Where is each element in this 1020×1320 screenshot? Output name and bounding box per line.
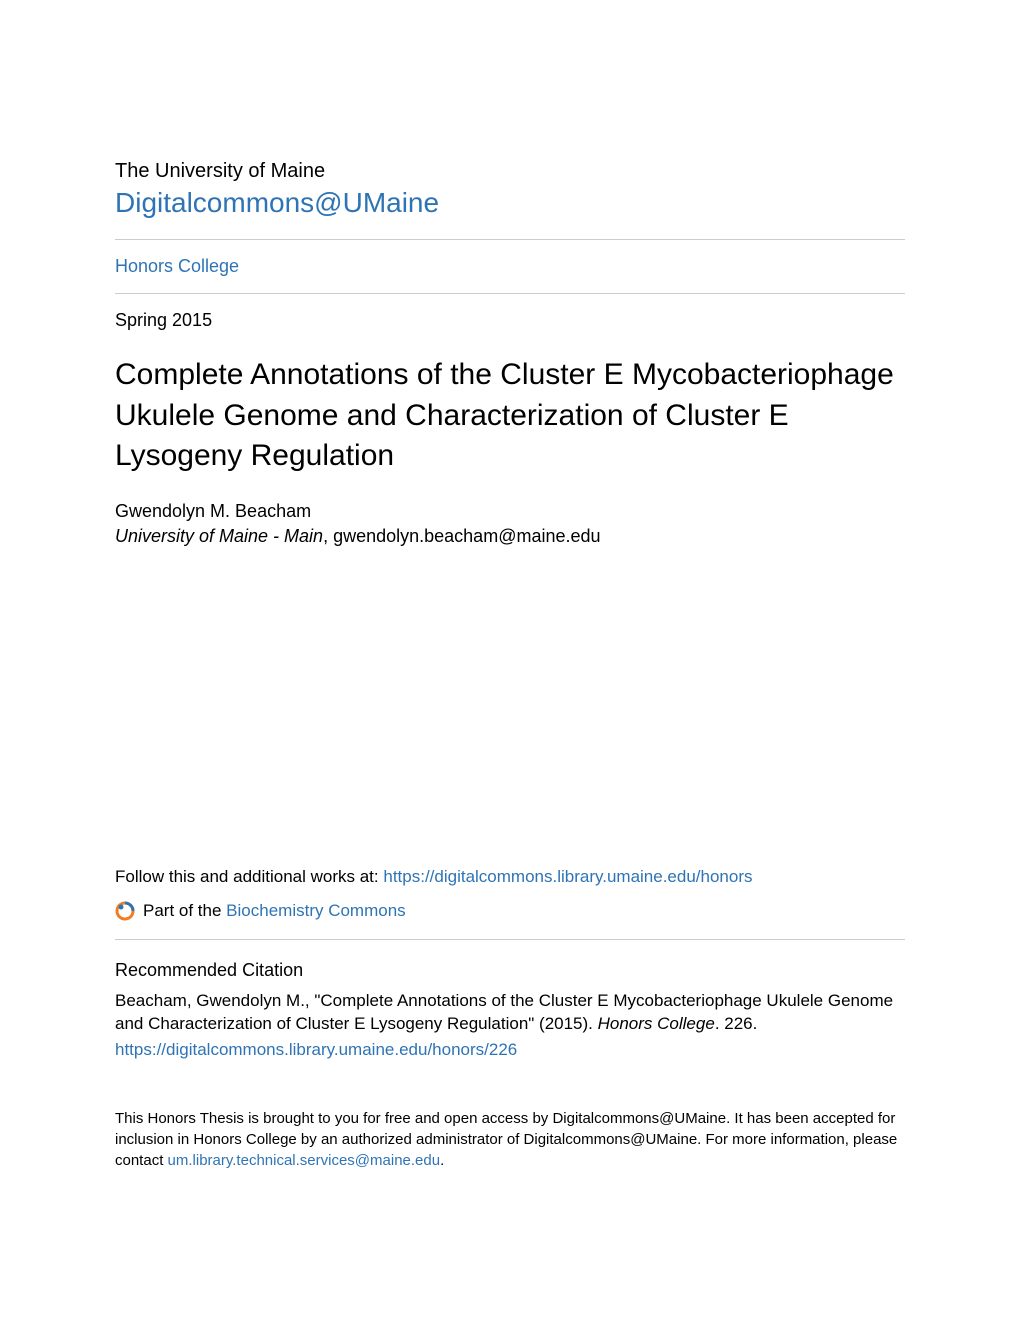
citation-section: Recommended Citation Beacham, Gwendolyn …: [115, 940, 905, 1061]
citation-heading: Recommended Citation: [115, 960, 905, 981]
collection-link[interactable]: Honors College: [115, 256, 239, 276]
commons-link[interactable]: Biochemistry Commons: [226, 901, 406, 920]
collection-section: Honors College: [115, 240, 905, 293]
citation-text: Beacham, Gwendolyn M., "Complete Annotat…: [115, 991, 893, 1034]
citation-source: Honors College: [598, 1014, 715, 1033]
author-email: , gwendolyn.beacham@maine.edu: [323, 526, 600, 546]
footer-email-link[interactable]: um.library.technical.services@maine.edu: [168, 1152, 441, 1169]
follow-link[interactable]: https://digitalcommons.library.umaine.ed…: [383, 867, 752, 886]
author-institution: University of Maine - Main: [115, 526, 323, 546]
follow-prefix: Follow this and additional works at:: [115, 867, 383, 886]
citation-body: Beacham, Gwendolyn M., "Complete Annotat…: [115, 989, 905, 1037]
citation-suffix: . 226.: [715, 1014, 758, 1033]
repository-link[interactable]: Digitalcommons@UMaine: [115, 187, 439, 219]
institution-name: The University of Maine: [115, 160, 905, 183]
document-title: Complete Annotations of the Cluster E My…: [115, 355, 905, 477]
network-text: Part of the Biochemistry Commons: [143, 901, 406, 921]
network-prefix: Part of the: [143, 901, 226, 920]
network-section: Part of the Biochemistry Commons: [115, 901, 905, 921]
author-affiliation: University of Maine - Main, gwendolyn.be…: [115, 526, 905, 547]
footer-text: This Honors Thesis is brought to you for…: [115, 1108, 905, 1171]
author-block: Gwendolyn M. Beacham University of Maine…: [115, 501, 905, 547]
follow-section: Follow this and additional works at: htt…: [115, 867, 905, 887]
author-name: Gwendolyn M. Beacham: [115, 501, 905, 522]
network-icon: [115, 901, 135, 921]
citation-url[interactable]: https://digitalcommons.library.umaine.ed…: [115, 1040, 517, 1059]
footer-suffix: .: [440, 1152, 444, 1169]
page-header: The University of Maine Digitalcommons@U…: [115, 160, 905, 239]
date-section: Spring 2015: [115, 294, 905, 331]
content-spacer: [115, 547, 905, 867]
publication-date: Spring 2015: [115, 310, 212, 330]
